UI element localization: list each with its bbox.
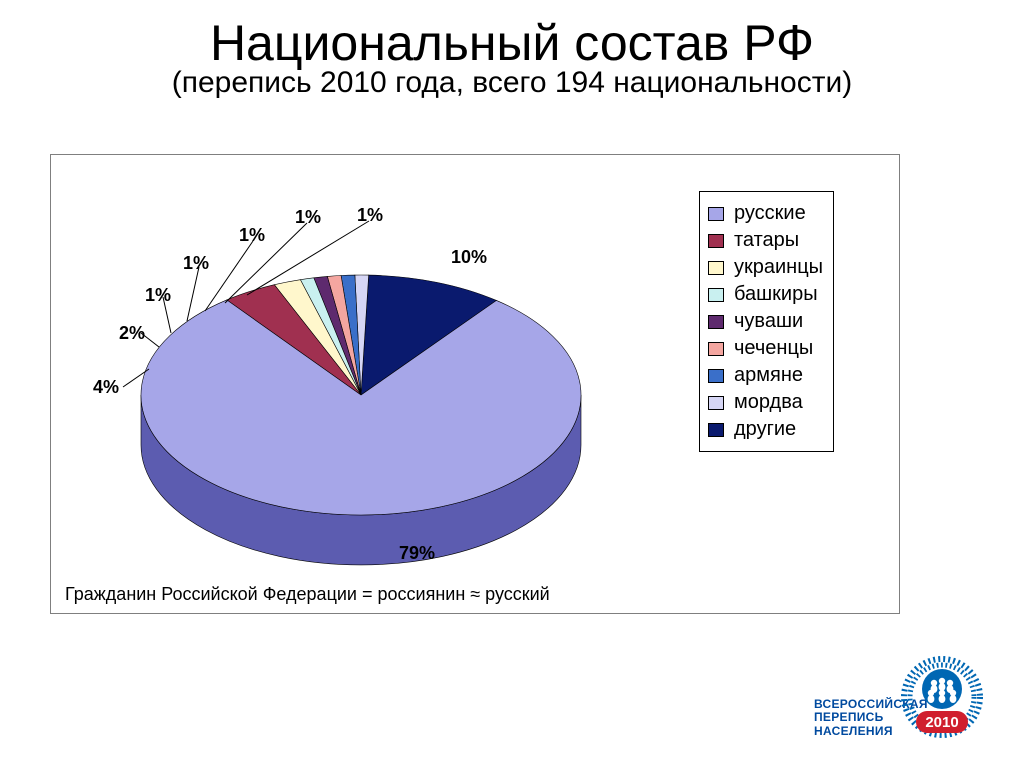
legend-item: украинцы	[708, 256, 823, 279]
chart-container: русские татары украинцы башкиры чуваши чеченц…	[50, 154, 900, 614]
data-label: 1%	[145, 285, 171, 306]
page-title: Национальный состав РФ	[0, 14, 1024, 72]
data-label: 10%	[451, 247, 487, 268]
legend-item: татары	[708, 229, 823, 252]
legend-item: русские	[708, 202, 823, 225]
data-label: 1%	[357, 205, 383, 226]
legend-label: другие	[734, 418, 796, 441]
legend-swatch	[708, 396, 724, 410]
data-label: 2%	[119, 323, 145, 344]
legend-swatch	[708, 207, 724, 221]
legend-item: армяне	[708, 364, 823, 387]
legend-swatch	[708, 369, 724, 383]
legend-swatch	[708, 315, 724, 329]
svg-text:2010: 2010	[925, 714, 958, 731]
legend-label: армяне	[734, 364, 803, 387]
legend-swatch	[708, 423, 724, 437]
slide: Национальный состав РФ (перепись 2010 го…	[0, 14, 1024, 767]
data-label: 4%	[93, 377, 119, 398]
legend-swatch	[708, 342, 724, 356]
data-label: 79%	[399, 543, 435, 564]
census-logo: ВСЕРОССИЙСКАЯ ПЕРЕПИСЬ НАСЕЛЕНИЯ 2010	[814, 651, 984, 751]
legend-label: русские	[734, 202, 806, 225]
legend-item: чуваши	[708, 310, 823, 333]
logo-line3: НАСЕЛЕНИЯ	[814, 724, 893, 738]
legend-label: татары	[734, 229, 799, 252]
chart-caption: Гражданин Российской Федерации = россиян…	[65, 584, 550, 605]
data-label: 1%	[239, 225, 265, 246]
legend-label: чуваши	[734, 310, 803, 333]
data-label: 1%	[295, 207, 321, 228]
legend-swatch	[708, 234, 724, 248]
page-subtitle: (перепись 2010 года, всего 194 националь…	[0, 66, 1024, 100]
legend: русские татары украинцы башкиры чуваши чеченц…	[699, 191, 834, 452]
legend-item: мордва	[708, 391, 823, 414]
legend-item: башкиры	[708, 283, 823, 306]
legend-item: чеченцы	[708, 337, 823, 360]
legend-label: башкиры	[734, 283, 818, 306]
logo-line2: ПЕРЕПИСЬ	[814, 710, 884, 724]
data-label: 1%	[183, 253, 209, 274]
legend-label: мордва	[734, 391, 803, 414]
legend-swatch	[708, 261, 724, 275]
legend-label: чеченцы	[734, 337, 813, 360]
legend-swatch	[708, 288, 724, 302]
legend-item: другие	[708, 418, 823, 441]
logo-emblem-icon: 2010	[900, 655, 984, 739]
legend-label: украинцы	[734, 256, 823, 279]
leader-line	[187, 267, 199, 321]
